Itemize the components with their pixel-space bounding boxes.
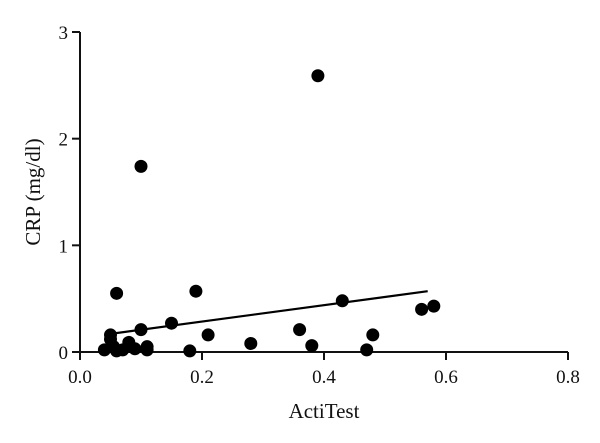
- y-tick-label: 2: [59, 130, 69, 151]
- data-point: [165, 316, 178, 330]
- x-axis-title: ActiTest: [289, 399, 360, 423]
- data-point: [293, 323, 307, 337]
- x-ticks: 0.0 0.2 0.4 0.6 0.8: [68, 352, 580, 388]
- data-point: [366, 328, 380, 342]
- data-point: [201, 328, 215, 342]
- data-point: [189, 284, 203, 298]
- data-point: [415, 302, 429, 316]
- axes: [79, 32, 568, 353]
- data-point: [427, 299, 441, 313]
- data-point: [140, 343, 154, 357]
- data-point: [183, 344, 197, 358]
- data-point: [134, 323, 148, 337]
- x-tick-label: 0.0: [68, 367, 92, 388]
- y-ticks: 0 1 2 3: [59, 23, 80, 364]
- x-tick-label: 0.2: [190, 367, 214, 388]
- points-layer: [97, 69, 441, 358]
- data-point: [134, 159, 148, 173]
- data-point: [360, 343, 374, 357]
- data-point: [335, 294, 349, 308]
- data-point: [311, 69, 325, 83]
- y-axis-title: CRP (mg/dl): [21, 138, 45, 245]
- y-tick-label: 1: [59, 236, 69, 257]
- x-tick-label: 0.6: [434, 367, 458, 388]
- data-point: [305, 339, 319, 353]
- x-tick-label: 0.8: [556, 367, 580, 388]
- y-tick-label: 0: [59, 343, 69, 364]
- y-tick-label: 3: [59, 23, 69, 44]
- data-point: [110, 286, 124, 300]
- trend-layer: [110, 290, 428, 335]
- x-tick-label: 0.4: [312, 367, 336, 388]
- data-point: [128, 342, 142, 356]
- data-point: [244, 336, 258, 350]
- trend-line: [110, 290, 428, 335]
